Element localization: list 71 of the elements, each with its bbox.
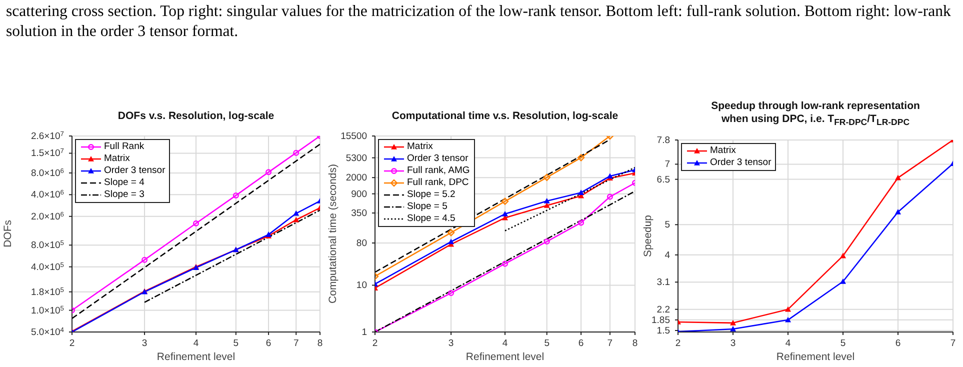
legend-label: Slope = 3 bbox=[104, 189, 144, 201]
legend-label: Slope = 4.5 bbox=[407, 213, 456, 225]
y-tick-label: 4.0×10$^{5}$ bbox=[30, 261, 64, 273]
x-tick-label: 6 bbox=[578, 338, 584, 349]
y-tick-label: 1.0×10$^{5}$ bbox=[30, 304, 64, 316]
x-tick-label: 7 bbox=[607, 338, 613, 349]
legend-label: Matrix bbox=[710, 145, 736, 157]
x-tick-label: 4 bbox=[193, 338, 199, 349]
legend-label: Matrix bbox=[104, 153, 130, 165]
y-tick-label: 350 bbox=[351, 208, 367, 220]
y-tick-label: 8.0×10$^{5}$ bbox=[30, 240, 64, 252]
y-axis-title: DOFs bbox=[1, 220, 15, 248]
legend-label: Full rank, AMG bbox=[407, 165, 470, 177]
x-tick-label: 5 bbox=[544, 338, 550, 349]
legend-label: Slope = 5 bbox=[407, 201, 448, 213]
x-tick-label: 6 bbox=[266, 338, 272, 349]
y-tick-label: 1.8×10$^{5}$ bbox=[30, 286, 64, 298]
y-tick-label: 80 bbox=[356, 238, 367, 249]
x-tick-label: 3 bbox=[142, 338, 148, 349]
x-tick-label: 4 bbox=[785, 338, 791, 349]
y-tick-label: 4.0×10$^{6}$ bbox=[30, 189, 64, 201]
y-tick-label: 1.85 bbox=[652, 314, 670, 326]
x-tick-label: 2 bbox=[69, 338, 75, 349]
y-tick-label: 3.1 bbox=[656, 277, 670, 288]
legend-label: Slope = 4 bbox=[104, 177, 144, 189]
x-tick-label: 8 bbox=[317, 338, 323, 349]
y-tick-label: 1.5×10$^{7}$ bbox=[30, 148, 64, 160]
legend-label: Full rank, DPC bbox=[407, 177, 469, 189]
x-tick-label: 3 bbox=[448, 338, 454, 349]
x-tick-label: 8 bbox=[632, 338, 638, 349]
legend-label: Full Rank bbox=[104, 141, 144, 153]
legend-label: Matrix bbox=[407, 141, 433, 153]
y-tick-label: 8.0×10$^{6}$ bbox=[30, 167, 64, 179]
x-tick-label: 4 bbox=[502, 338, 508, 349]
y-tick-label: 2.6×10$^{7}$ bbox=[30, 130, 64, 142]
y-tick-label: 1 bbox=[362, 327, 367, 338]
y-tick-label: 6.5 bbox=[656, 174, 670, 186]
chart-title: DOFs v.s. Resolution, log-scale bbox=[116, 110, 276, 123]
y-axis-title: Speedup bbox=[641, 214, 655, 258]
x-tick-label: 2 bbox=[675, 338, 681, 349]
y-tick-label: 4 bbox=[664, 250, 670, 261]
chart-title: Computational time v.s. Resolution, log-scale bbox=[390, 110, 620, 123]
y-tick-label: 10 bbox=[356, 280, 367, 292]
y-tick-label: 7 bbox=[664, 159, 670, 170]
legend-label: Slope = 5.2 bbox=[407, 189, 456, 201]
x-tick-label: 2 bbox=[372, 338, 378, 349]
y-tick-label: 7.8 bbox=[656, 135, 670, 146]
y-tick-label: 5300 bbox=[346, 152, 367, 164]
x-tick-label: 5 bbox=[840, 338, 846, 349]
chart-title: Speedup through low-rank representation when using DPC, i.e. T$_{FR-DPC}$/T$_{LR-DPC}$ bbox=[710, 100, 921, 130]
y-axis-title: Computational time (seconds) bbox=[326, 164, 340, 304]
x-axis-title: Refinement level bbox=[776, 351, 855, 363]
x-tick-label: 5 bbox=[233, 338, 239, 349]
x-axis-title: Refinement level bbox=[466, 351, 544, 363]
y-tick-label: 1.5 bbox=[656, 325, 670, 336]
y-tick-label: 15500 bbox=[340, 131, 367, 142]
y-tick-label: 2.2 bbox=[656, 304, 670, 316]
x-tick-label: 7 bbox=[950, 338, 956, 349]
y-tick-label: 5 bbox=[664, 220, 670, 231]
legend-label: Order 3 tensor bbox=[104, 165, 166, 177]
y-tick-label: 2.0×10$^{6}$ bbox=[30, 210, 64, 222]
y-tick-label: 900 bbox=[351, 188, 367, 200]
text: scattering cross section. Top right: singular values for the matricization of the low-rank tensor. Bottom left: full-rank solution. Bottom right: low-rank solution in the order 3 tensor format. bbox=[6, 2, 952, 42]
x-axis-title: Refinement level bbox=[156, 351, 236, 363]
y-tick-label: 2000 bbox=[346, 172, 367, 184]
x-tick-label: 3 bbox=[730, 338, 736, 349]
x-tick-label: 7 bbox=[293, 338, 299, 349]
y-tick-label: 5.0×10$^{4}$ bbox=[30, 326, 64, 338]
legend-label: Order 3 tensor bbox=[407, 153, 468, 165]
legend-label: Order 3 tensor bbox=[710, 157, 772, 169]
x-tick-label: 6 bbox=[895, 338, 901, 349]
